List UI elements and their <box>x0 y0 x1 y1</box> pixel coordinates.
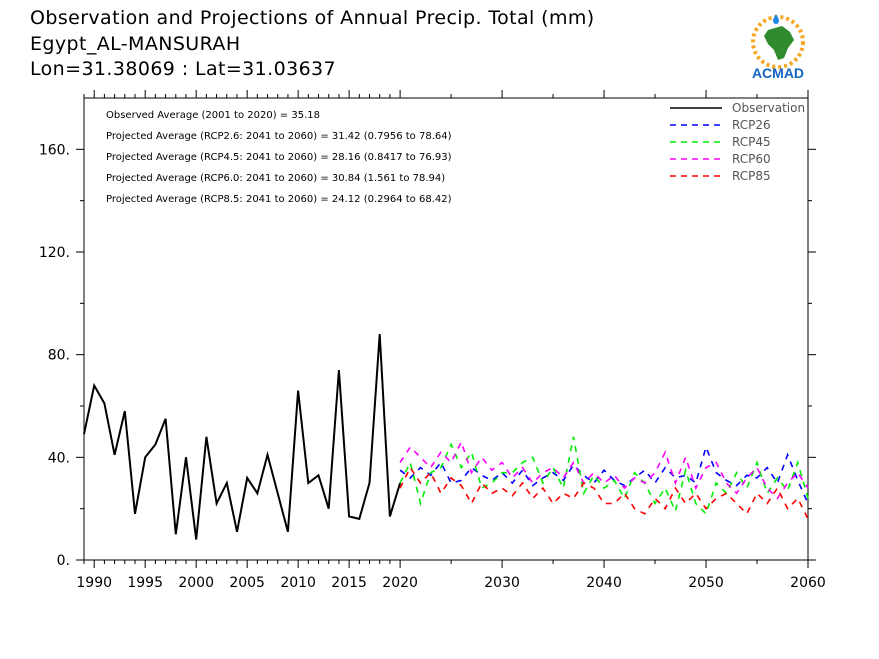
logo-text: ACMAD <box>752 65 804 81</box>
annotation-text: Projected Average (RCP8.5: 2041 to 2060)… <box>106 194 452 205</box>
series-line-rcp45 <box>399 436 809 516</box>
x-tick-label: 2010 <box>280 575 316 591</box>
series-line-rcp26 <box>399 444 809 504</box>
y-tick-label: 160. <box>39 142 70 158</box>
y-tick-label: 80. <box>48 348 70 364</box>
series-line-rcp60 <box>399 439 809 500</box>
legend-label: Observation <box>732 101 805 115</box>
x-tick-label: 2040 <box>586 575 622 591</box>
coordinates-label: Lon=31.38069 : Lat=31.03637 <box>30 58 337 80</box>
series-line-observation <box>83 334 402 540</box>
y-tick-label: 120. <box>39 245 70 261</box>
legend-label: RCP26 <box>732 118 771 132</box>
x-tick-label: 2015 <box>331 575 367 591</box>
x-tick-label: 1995 <box>127 575 163 591</box>
acmad-africa-icon: ACMAD <box>751 14 805 81</box>
annotation-text: Observed Average (2001 to 2020) = 35.18 <box>106 110 320 121</box>
annotation-text: Projected Average (RCP2.6: 2041 to 2060)… <box>106 131 452 142</box>
y-tick-label: 0. <box>57 553 70 569</box>
legend-label: RCP45 <box>732 135 771 149</box>
acmad-logo: ACMAD <box>738 10 818 82</box>
chart-title: Observation and Projections of Annual Pr… <box>30 7 595 29</box>
plot-frame <box>83 97 809 561</box>
x-tick-label: 2060 <box>790 575 826 591</box>
x-tick-label: 2020 <box>382 575 418 591</box>
location-label: Egypt_AL-MANSURAH <box>30 33 241 55</box>
annotation-text: Projected Average (RCP4.5: 2041 to 2060)… <box>106 152 452 163</box>
x-tick-label: 2000 <box>178 575 214 591</box>
x-tick-label: 1990 <box>76 575 112 591</box>
legend-label: RCP85 <box>732 169 771 183</box>
annotation-text: Projected Average (RCP6.0: 2041 to 2060)… <box>106 173 445 184</box>
series-line-rcp85 <box>399 466 809 520</box>
x-tick-label: 2030 <box>484 575 520 591</box>
legend-label: RCP60 <box>732 152 771 166</box>
y-tick-label: 40. <box>48 450 70 466</box>
x-tick-label: 2050 <box>688 575 724 591</box>
x-tick-label: 2005 <box>229 575 265 591</box>
